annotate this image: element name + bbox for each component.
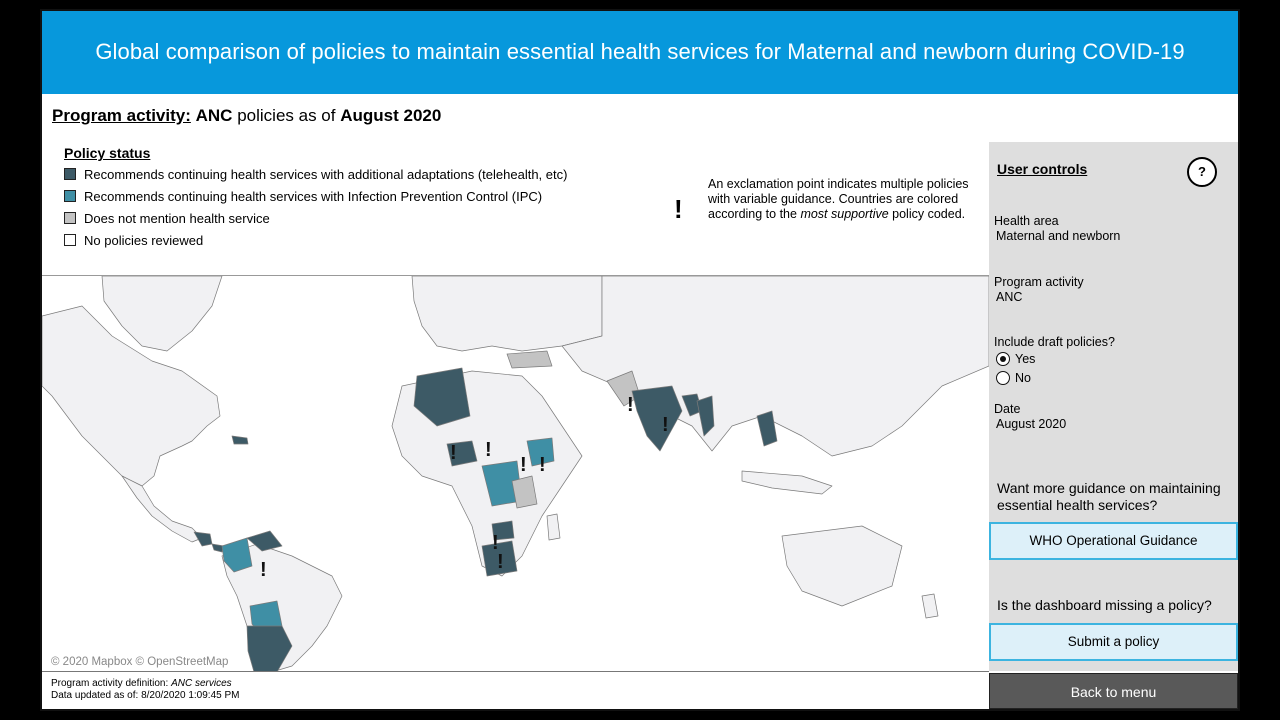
- radio-unselected-icon[interactable]: [996, 371, 1010, 385]
- data-updated: Data updated as of: 8/20/2020 1:09:45 PM: [51, 690, 240, 701]
- country-panama: [211, 543, 225, 553]
- page-title: Global comparison of policies to maintai…: [95, 39, 1185, 64]
- note-text-after: policy coded.: [892, 207, 966, 221]
- country-mexico: [121, 475, 203, 543]
- country-myanmar: [696, 395, 715, 437]
- program-activity-middle: policies as of: [237, 106, 336, 125]
- country-zimbabwe: [491, 520, 515, 541]
- country-south-africa: [481, 540, 518, 577]
- country-asia: [561, 276, 989, 457]
- country-north-america: [42, 305, 221, 487]
- footer: Program activity definition: ANC service…: [42, 671, 989, 709]
- program-activity-name: ANC: [195, 106, 233, 125]
- map-marker-exclamation: !: [627, 394, 634, 416]
- draft-yes-label[interactable]: Yes: [1015, 352, 1036, 366]
- map-marker-exclamation: !: [497, 551, 504, 573]
- draft-yes-radio[interactable]: Yes: [996, 352, 1035, 366]
- program-activity-select[interactable]: ANC: [996, 290, 1023, 304]
- map-marker-exclamation: !: [662, 414, 669, 436]
- draft-no-label[interactable]: No: [1015, 371, 1031, 385]
- swatch-adaptations: [64, 168, 76, 180]
- country-nigeria: [446, 440, 478, 467]
- swatch-not-mentioned: [64, 212, 76, 224]
- map-marker-exclamation: !: [485, 439, 492, 461]
- country-indonesia: [741, 470, 833, 495]
- country-turkey: [506, 350, 553, 369]
- legend-label: Recommends continuing health services wi…: [84, 188, 543, 204]
- health-area-label: Health area: [994, 214, 1059, 228]
- draft-no-radio[interactable]: No: [996, 371, 1031, 385]
- swatch-no-policies: [64, 234, 76, 246]
- map-marker-exclamation: !: [260, 559, 267, 581]
- country-colombia: [221, 537, 253, 573]
- definition-value: ANC services: [171, 678, 232, 689]
- program-activity-date: August 2020: [340, 106, 442, 125]
- map-attribution[interactable]: © 2020 Mapbox © OpenStreetMap: [51, 656, 229, 668]
- submit-policy-button[interactable]: Submit a policy: [989, 623, 1238, 661]
- map-marker-exclamation: !: [520, 454, 527, 476]
- dashboard-frame: Global comparison of policies to maintai…: [40, 9, 1240, 711]
- world-map-svg[interactable]: ! ! ! ! ! ! ! ! !: [42, 276, 989, 672]
- country-madagascar: [546, 513, 561, 541]
- legend-item-no-policies: No policies reviewed: [64, 229, 567, 251]
- policy-status-legend: Policy status Recommends continuing heal…: [64, 145, 567, 251]
- legend-label: Does not mention health service: [84, 210, 270, 226]
- date-select[interactable]: August 2020: [996, 417, 1067, 431]
- program-activity-label: Program activity: [994, 275, 1084, 289]
- legend-title: Policy status: [64, 145, 151, 161]
- health-area-select[interactable]: Maternal and newborn: [996, 229, 1121, 243]
- program-activity-prefix: Program activity:: [52, 106, 191, 125]
- country-australia: [781, 525, 903, 607]
- country-europe: [411, 276, 603, 352]
- back-to-menu-button[interactable]: Back to menu: [989, 673, 1238, 709]
- map-marker-exclamation: !: [539, 454, 546, 476]
- guidance-question: Want more guidance on maintaining essent…: [997, 480, 1221, 513]
- draft-policies-label: Include draft policies?: [994, 335, 1115, 349]
- exclamation-note: An exclamation point indicates multiple …: [708, 177, 983, 222]
- world-map[interactable]: ! ! ! ! ! ! ! ! ! © 2020 Mapbox © OpenSt…: [42, 275, 989, 672]
- country-ethiopia: [526, 437, 555, 467]
- legend-item-not-mentioned: Does not mention health service: [64, 207, 567, 229]
- legend-item-ipc: Recommends continuing health services wi…: [64, 185, 567, 207]
- map-marker-exclamation: !: [492, 532, 499, 554]
- who-guidance-button[interactable]: WHO Operational Guidance: [989, 522, 1238, 560]
- date-label: Date: [994, 402, 1021, 416]
- country-india: [631, 385, 683, 452]
- country-venezuela: [246, 530, 283, 552]
- program-activity-heading: Program activity: ANC policies as of Aug…: [52, 106, 441, 126]
- activity-definition: Program activity definition: ANC service…: [51, 678, 232, 689]
- legend-label: No policies reviewed: [84, 232, 204, 248]
- country-argentina: [246, 625, 293, 672]
- radio-selected-icon[interactable]: [996, 352, 1010, 366]
- legend-item-adaptations: Recommends continuing health services wi…: [64, 163, 567, 185]
- user-controls-title: User controls: [997, 161, 1088, 177]
- swatch-ipc: [64, 190, 76, 202]
- note-text-emphasis: most supportive: [800, 207, 889, 221]
- country-algeria: [413, 367, 471, 427]
- country-haiti: [231, 435, 249, 445]
- note-text-before: An exclamation point indicates multiple …: [708, 177, 969, 221]
- country-greenland: [101, 276, 223, 352]
- user-controls-panel: User controls ? Health area Maternal and…: [989, 142, 1238, 671]
- legend-label: Recommends continuing health services wi…: [84, 166, 568, 182]
- help-icon-button[interactable]: ?: [1187, 157, 1217, 187]
- map-marker-exclamation: !: [450, 442, 457, 464]
- country-tanzania: [511, 475, 538, 509]
- exclamation-icon: !: [674, 194, 683, 224]
- missing-policy-question: Is the dashboard missing a policy?: [997, 597, 1212, 613]
- header-banner: Global comparison of policies to maintai…: [42, 11, 1238, 94]
- definition-label: Program activity definition:: [51, 678, 169, 689]
- country-new-zealand: [921, 593, 939, 619]
- country-philippines: [756, 410, 778, 447]
